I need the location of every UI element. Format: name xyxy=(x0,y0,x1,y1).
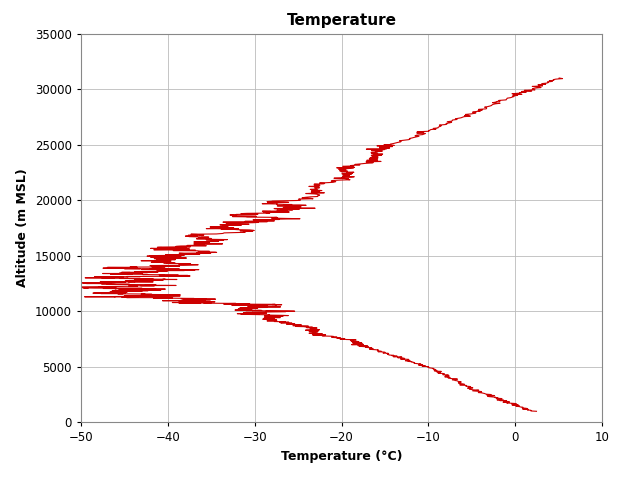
Title: Temperature: Temperature xyxy=(286,13,397,28)
X-axis label: Temperature (°C): Temperature (°C) xyxy=(281,450,402,463)
Y-axis label: Altitude (m MSL): Altitude (m MSL) xyxy=(16,168,29,288)
